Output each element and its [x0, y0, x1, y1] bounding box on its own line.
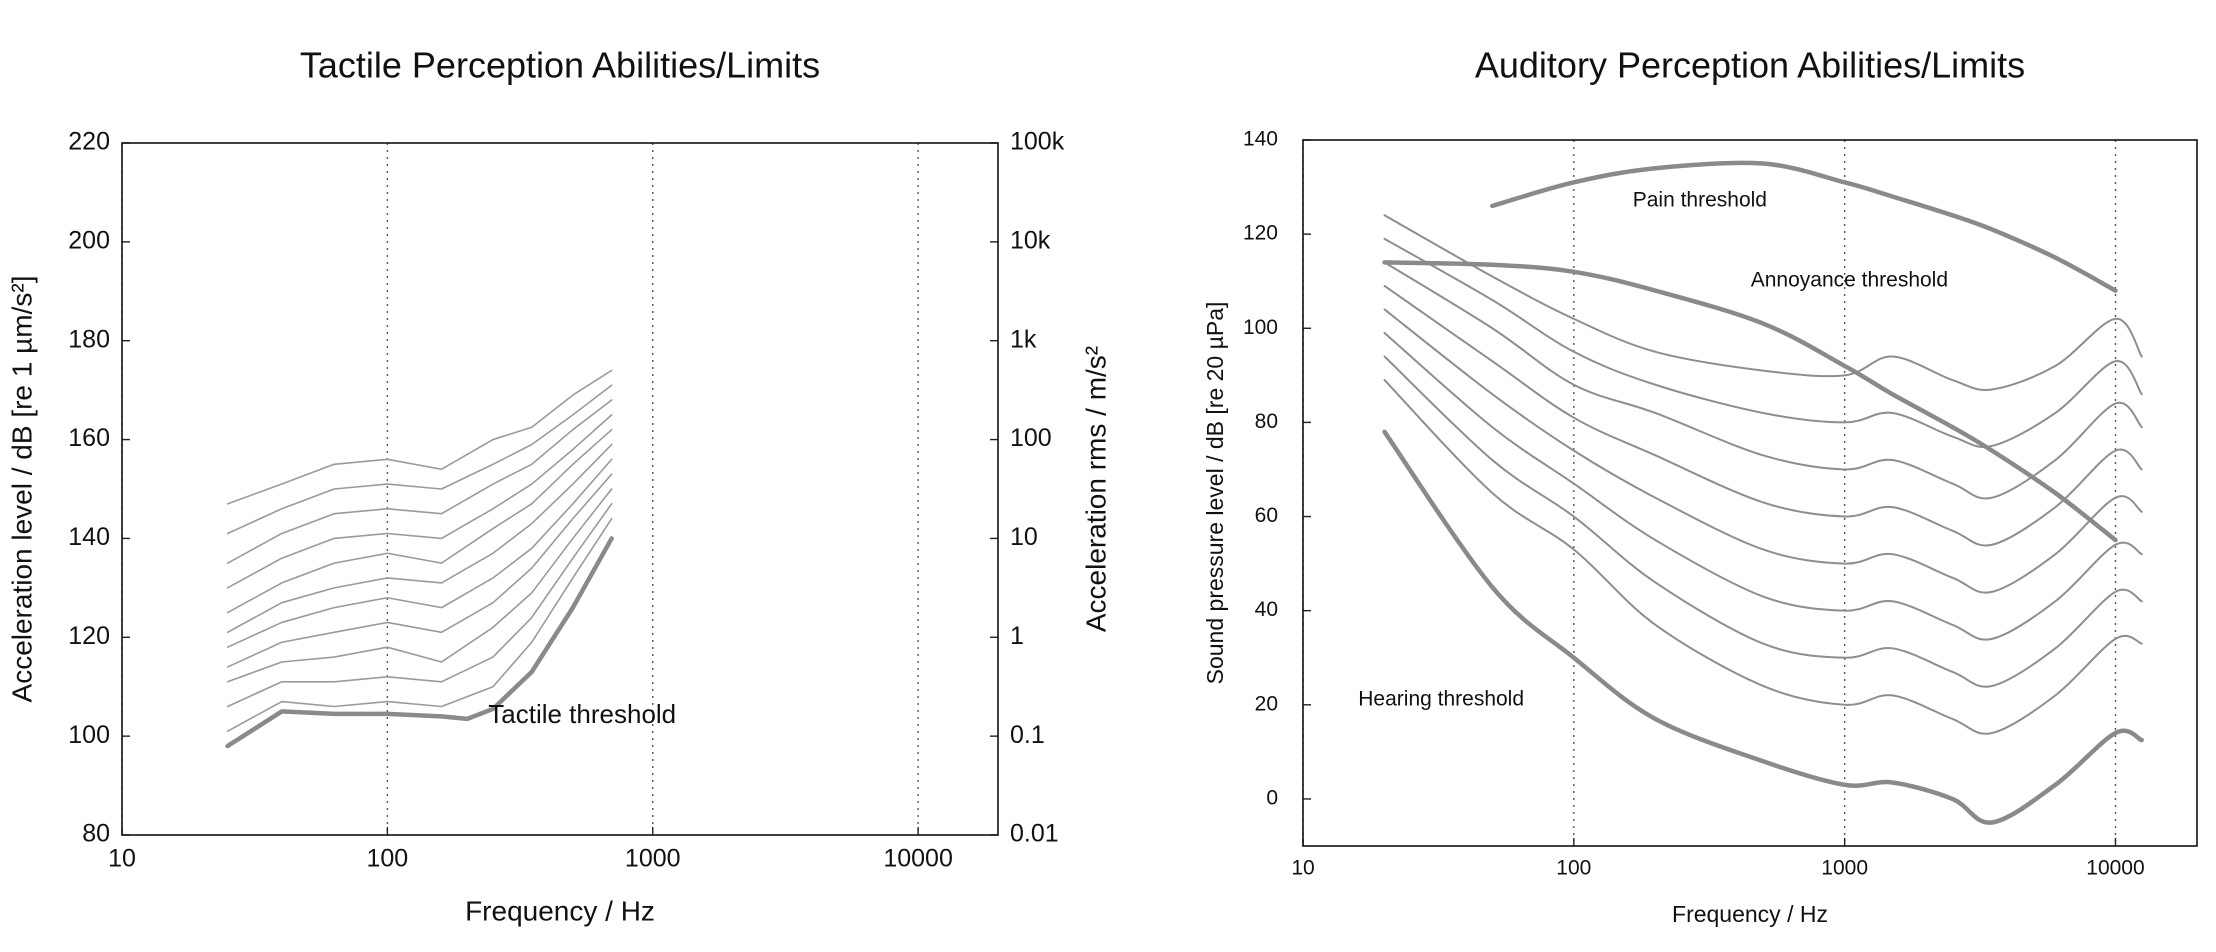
series-line	[226, 384, 613, 535]
y-tick-label: 100	[68, 721, 110, 749]
series-line	[1382, 260, 2118, 543]
series-line	[226, 414, 613, 589]
x-tick-label: 10	[108, 845, 136, 873]
y-tick-label: 80	[82, 820, 110, 848]
x-tick-label: 10000	[883, 845, 953, 873]
y-tick-label: 80	[1255, 410, 1278, 433]
series-line	[1490, 160, 2118, 293]
series-line	[226, 428, 613, 614]
y2-tick-label: 0.01	[1010, 820, 1059, 848]
y-tick-label: 60	[1255, 504, 1278, 527]
series-line	[226, 399, 613, 564]
y2-tick-label: 100	[1010, 424, 1052, 452]
annotation: Annoyance threshold	[1751, 269, 1948, 292]
series-line	[226, 369, 613, 505]
x-tick-label: 10	[1291, 857, 1314, 880]
y2-axis-label: Acceleration rms / m/s²	[1080, 346, 1111, 632]
series-line	[226, 503, 613, 708]
y2-tick-label: 10k	[1010, 226, 1051, 254]
series-line	[1383, 237, 2143, 448]
series-line	[1383, 379, 2143, 735]
chart-title: Tactile Perception Abilities/Limits	[300, 45, 820, 86]
x-axis-label: Frequency / Hz	[465, 895, 655, 926]
y2-tick-label: 10	[1010, 523, 1038, 551]
series-line	[1383, 355, 2143, 688]
series-line	[1383, 261, 2143, 500]
y2-tick-label: 100k	[1010, 128, 1065, 156]
y-tick-label: 100	[1243, 316, 1278, 339]
x-tick-label: 100	[1556, 857, 1591, 880]
series-line	[226, 473, 613, 668]
series-line	[226, 443, 613, 634]
series-line	[226, 458, 613, 648]
series-line	[225, 536, 614, 749]
series-line	[226, 488, 613, 683]
series-line	[1383, 331, 2143, 641]
y2-tick-label: 0.1	[1010, 721, 1045, 749]
y-tick-label: 160	[68, 424, 110, 452]
annotation: Tactile threshold	[488, 699, 676, 729]
y-tick-label: 140	[68, 523, 110, 551]
y-tick-label: 0	[1266, 786, 1278, 809]
plot-frame	[121, 142, 999, 836]
y-tick-label: 220	[68, 128, 110, 156]
x-axis-label: Frequency / Hz	[1672, 901, 1828, 927]
y2-tick-label: 1	[1010, 622, 1024, 650]
series-line	[1383, 308, 2143, 594]
y-tick-label: 180	[68, 325, 110, 353]
y-axis-label: Sound pressure level / dB [re 20 µPa]	[1202, 302, 1228, 685]
y-axis-label: Acceleration level / dB [re 1 µm/s²]	[6, 276, 37, 703]
chart-title: Auditory Perception Abilities/Limits	[1475, 45, 2025, 86]
x-tick-label: 10000	[2086, 857, 2144, 880]
y-tick-label: 140	[1243, 128, 1278, 151]
annotation: Hearing threshold	[1358, 688, 1524, 711]
series-line	[1383, 214, 2143, 391]
x-tick-label: 100	[367, 845, 409, 873]
plot-frame	[1302, 139, 2198, 847]
x-tick-label: 1000	[625, 845, 681, 873]
y-tick-label: 200	[68, 226, 110, 254]
y-tick-label: 40	[1255, 598, 1278, 621]
y-tick-label: 120	[68, 622, 110, 650]
y-tick-label: 120	[1243, 222, 1278, 245]
x-tick-label: 1000	[1821, 857, 1868, 880]
series-line	[1382, 429, 2144, 825]
y2-tick-label: 1k	[1010, 325, 1037, 353]
y-tick-label: 20	[1255, 692, 1278, 715]
annotation: Pain threshold	[1633, 189, 1767, 212]
series-line	[226, 517, 613, 732]
series-line	[1383, 284, 2143, 547]
